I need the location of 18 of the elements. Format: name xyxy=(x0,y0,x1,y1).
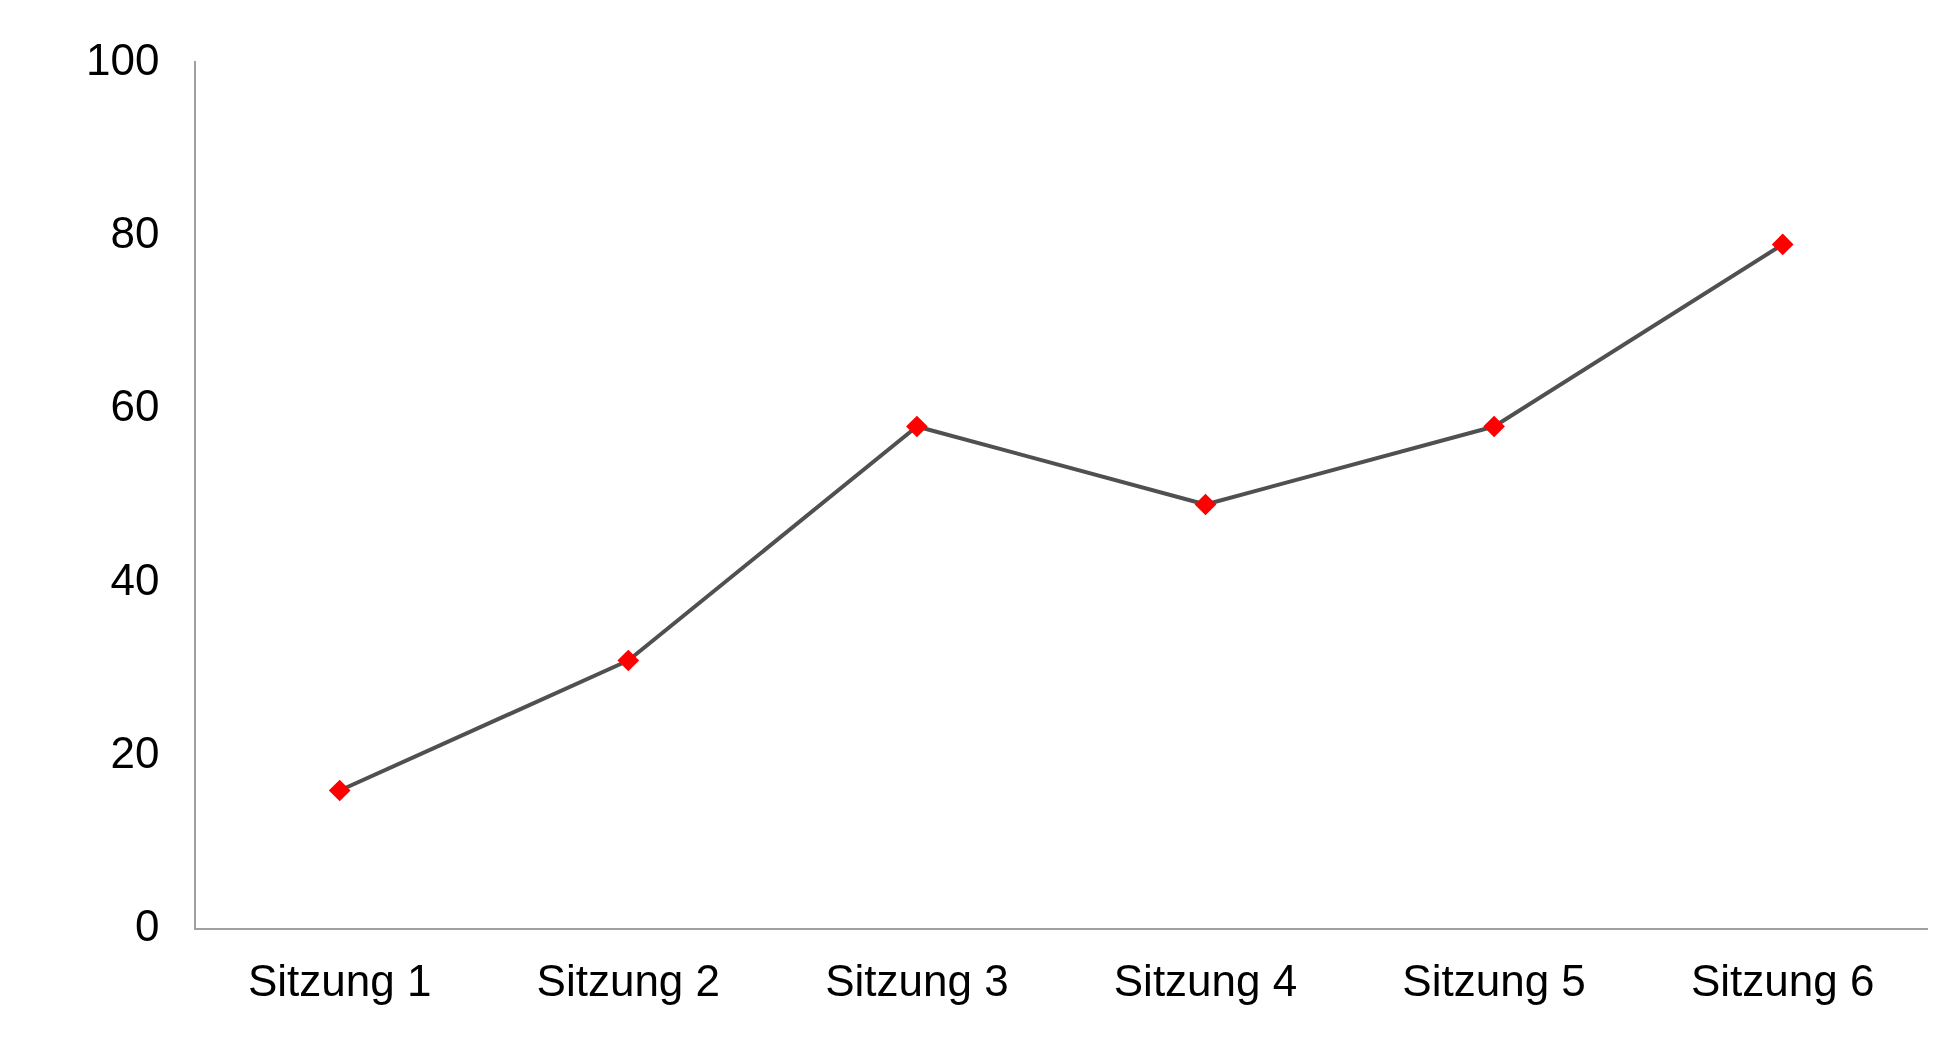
point xyxy=(1195,494,1216,515)
x-tick-label: Sitzung 5 xyxy=(1402,955,1586,1005)
y-tick-label: 80 xyxy=(110,207,160,257)
point xyxy=(906,416,927,437)
x-tick-label: Sitzung 2 xyxy=(536,955,721,1005)
point xyxy=(1484,416,1505,437)
x-tick-label: Sitzung 6 xyxy=(1690,955,1875,1005)
x-tick-label: Sitzung 4 xyxy=(1113,955,1298,1005)
y-tick-label: 100 xyxy=(85,34,160,84)
x-tick-label: Sitzung 1 xyxy=(247,955,432,1005)
y-tick-label: 40 xyxy=(110,554,160,604)
y-tick-label: 20 xyxy=(110,727,160,777)
y-tick-label: 60 xyxy=(110,381,160,431)
x-tick-label: Sitzung 3 xyxy=(825,955,1009,1005)
point xyxy=(329,780,350,801)
y-tick-label: 0 xyxy=(134,901,160,951)
point xyxy=(618,650,639,671)
point xyxy=(1772,234,1793,255)
